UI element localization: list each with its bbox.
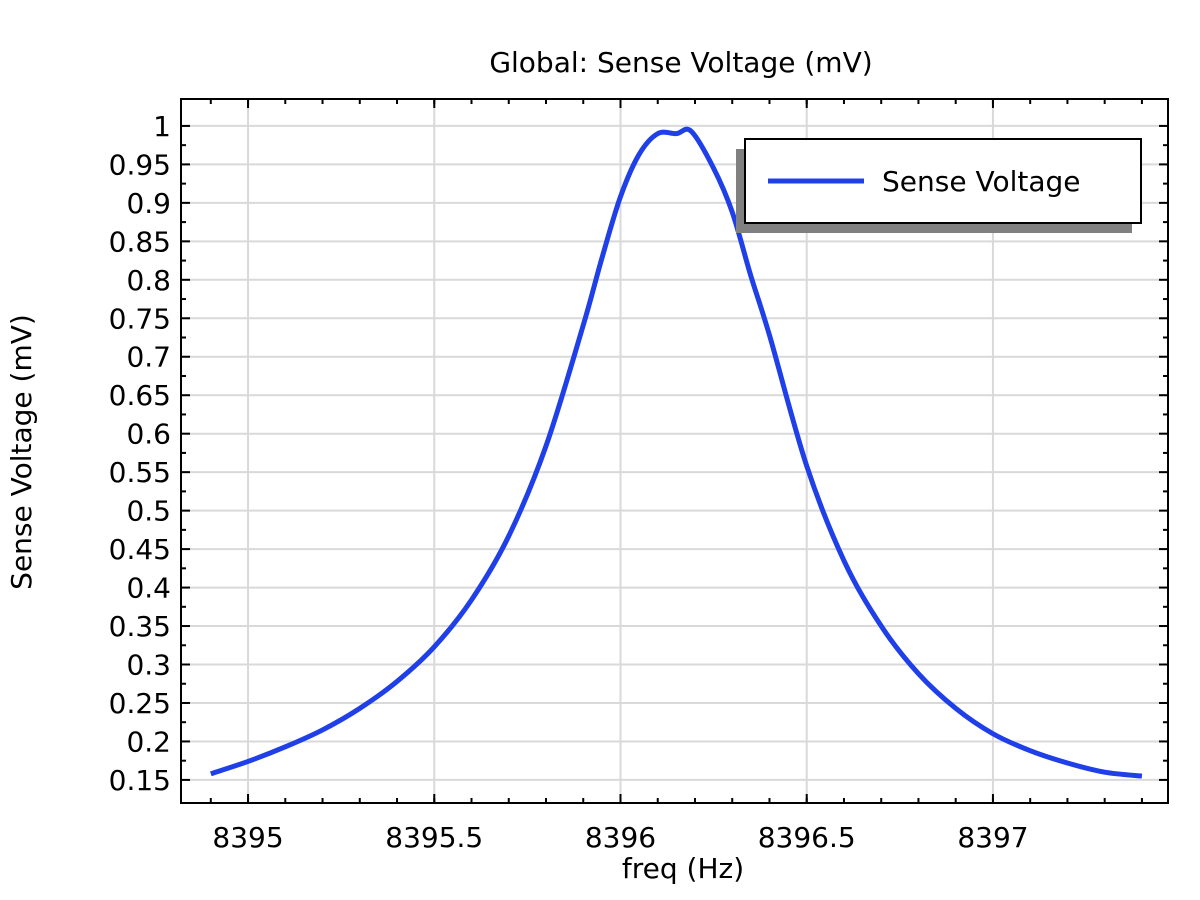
x-tick-label: 8396.5 (758, 821, 856, 854)
y-tick-label: 0.75 (109, 302, 171, 335)
y-tick-label: 0.9 (126, 187, 171, 220)
x-tick-label: 8395.5 (385, 821, 483, 854)
series-layer (210, 126, 1143, 779)
y-tick-label: 0.55 (109, 456, 171, 489)
y-tick-label: 0.15 (109, 764, 171, 797)
legend: Sense Voltage (736, 138, 1142, 233)
y-tick-label: 0.4 (126, 572, 171, 605)
x-axis-title: freq (Hz) (622, 852, 744, 885)
y-tick-label: 0.95 (109, 148, 171, 181)
y-tick-label: 0.85 (109, 225, 171, 258)
x-tick-label: 8397 (957, 821, 1028, 854)
legend-label: Sense Voltage (882, 165, 1081, 198)
chart-title: Global: Sense Voltage (mV) (489, 46, 872, 79)
y-tick-label: 0.8 (126, 264, 171, 297)
y-tick-label: 0.65 (109, 379, 171, 412)
y-axis-title: Sense Voltage (mV) (5, 314, 38, 590)
y-tick-label: 0.6 (126, 418, 171, 451)
y-tick-label: 0.45 (109, 533, 171, 566)
x-axis: 8395 8395.5 8396 8396.5 8397 (209, 99, 1143, 854)
y-tick-label: 1 (153, 110, 171, 143)
x-tick-label: 8396 (585, 821, 656, 854)
series-line-sense-voltage (210, 126, 1143, 779)
y-tick-label: 0.3 (126, 649, 171, 682)
y-tick-label: 0.25 (109, 687, 171, 720)
y-tick-label: 0.7 (126, 341, 171, 374)
y-tick-label: 0.35 (109, 610, 171, 643)
x-tick-label: 8395 (212, 821, 283, 854)
y-tick-label: 0.5 (126, 495, 171, 528)
plot-frame (180, 98, 1169, 804)
y-tick-label: 0.2 (126, 725, 171, 758)
y-axis: 0.15 0.2 0.25 0.3 0.35 0.4 0.45 0.5 0.55 0.6 0.65 0… (109, 110, 1168, 797)
